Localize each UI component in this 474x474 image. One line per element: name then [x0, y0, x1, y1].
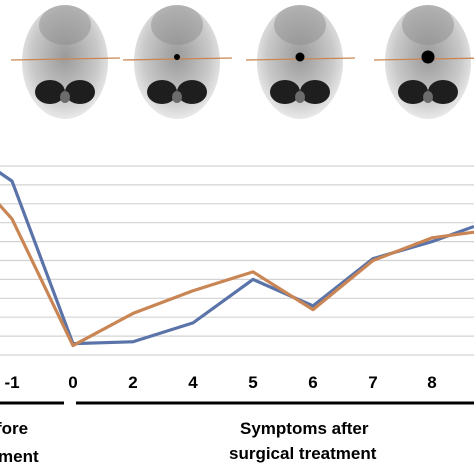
cerebellum-right	[300, 80, 330, 104]
frontal-region	[151, 5, 203, 45]
brainstem	[423, 91, 433, 103]
gridlines	[0, 165, 474, 356]
cerebellum-right	[177, 80, 207, 104]
before-label-line2: ment	[0, 447, 39, 466]
x-tick-labels: -1 0 2 4 5 6 7 8	[4, 373, 436, 392]
pet-scan-thumbnail	[373, 5, 474, 119]
cerebellum-left	[270, 80, 300, 104]
x-tick-label: 8	[427, 373, 436, 392]
series-line-blue	[0, 170, 434, 346]
x-tick-label: 5	[248, 373, 257, 392]
cerebellum-right	[65, 80, 95, 104]
x-tick-label: 4	[188, 373, 198, 392]
frontal-region	[39, 5, 91, 45]
pet-scan-thumbnails	[10, 5, 474, 119]
pet-scan-thumbnail	[245, 5, 356, 119]
brainstem	[172, 91, 182, 103]
lesion-spot	[174, 54, 180, 60]
phase-brackets: fore ment Symptoms after surgical treatm…	[0, 401, 474, 466]
x-tick-label: 0	[68, 373, 77, 392]
cerebellum-right	[428, 80, 458, 104]
x-tick-label: 7	[368, 373, 377, 392]
x-tick-label: 6	[308, 373, 317, 392]
cerebellum-left	[398, 80, 428, 104]
series-line-orange	[0, 203, 434, 348]
brainstem	[295, 91, 305, 103]
series-lines	[0, 170, 474, 348]
brainstem	[60, 91, 70, 103]
cerebellum-left	[147, 80, 177, 104]
frontal-region	[402, 5, 454, 45]
series-line-orange-tail	[431, 230, 474, 240]
after-label-line2: surgical treatment	[229, 444, 377, 463]
before-label-line1: fore	[0, 419, 28, 438]
pet-scan-thumbnail	[122, 5, 233, 119]
pet-scan-thumbnail	[10, 5, 121, 119]
frontal-region	[274, 5, 326, 45]
cerebellum-left	[35, 80, 65, 104]
x-tick-label: -1	[4, 373, 19, 392]
x-tick-label: 2	[128, 373, 137, 392]
lesion-spot	[421, 50, 435, 64]
lesion-spot	[295, 52, 305, 62]
slice-marker-line	[10, 57, 121, 61]
after-label-line1: Symptoms after	[240, 419, 369, 438]
